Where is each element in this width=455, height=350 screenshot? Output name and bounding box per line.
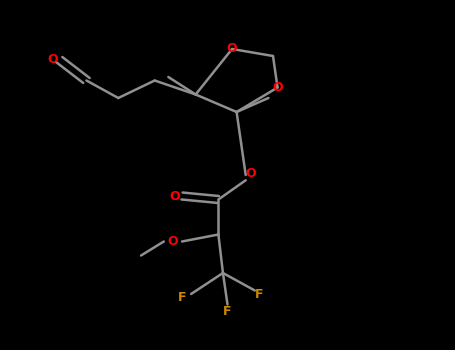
Text: O: O bbox=[170, 189, 181, 203]
Text: O: O bbox=[272, 81, 283, 94]
Text: F: F bbox=[178, 291, 186, 304]
Text: O: O bbox=[167, 235, 178, 248]
Text: O: O bbox=[47, 53, 58, 66]
Text: F: F bbox=[223, 305, 232, 318]
Text: O: O bbox=[227, 42, 238, 56]
Text: O: O bbox=[245, 167, 256, 180]
Text: F: F bbox=[255, 287, 263, 301]
